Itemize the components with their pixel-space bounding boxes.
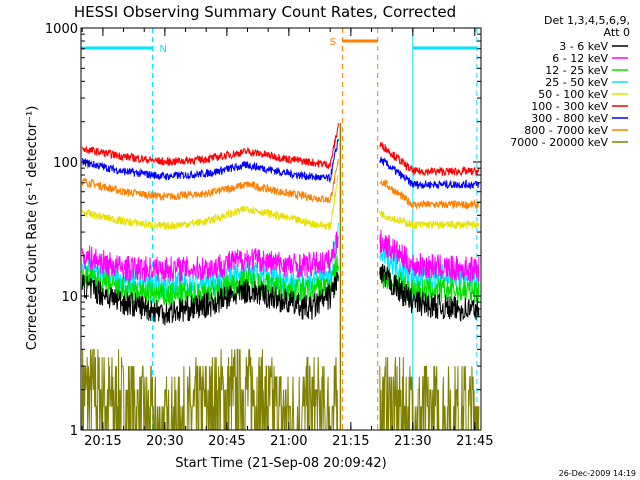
series-line xyxy=(379,229,480,282)
series-line xyxy=(81,123,339,169)
legend-entry-label: 50 - 100 keV xyxy=(538,88,608,101)
series-line xyxy=(81,174,339,231)
y-tick-label: 1000 xyxy=(45,22,78,37)
series-line xyxy=(379,156,480,190)
y-tick-label: 100 xyxy=(53,156,78,171)
x-tick-label: 20:30 xyxy=(146,434,183,449)
series-line xyxy=(81,223,339,299)
legend-header: Att 0 xyxy=(604,26,630,39)
x-axis-label: Start Time (21-Sep-08 20:09:42) xyxy=(175,456,386,471)
y-axis-label: Corrected Count Rate (s⁻¹ detector⁻¹) xyxy=(25,106,40,351)
series-line xyxy=(81,159,339,205)
x-tick-label: 20:45 xyxy=(208,434,245,449)
legend-header: Det 1,3,4,5,6,9, xyxy=(544,14,630,27)
y-tick-label: 1 xyxy=(70,424,78,439)
series-line xyxy=(81,348,339,430)
series-line xyxy=(379,210,480,230)
series-line xyxy=(81,138,339,183)
x-tick-label: 21:15 xyxy=(332,434,369,449)
legend-entry-label: 3 - 6 keV xyxy=(559,40,608,53)
legend-entry-label: 300 - 800 keV xyxy=(531,112,608,125)
series-line xyxy=(379,357,480,430)
series-line xyxy=(81,231,339,283)
series-line xyxy=(379,142,480,177)
legend-entry-label: 7000 - 20000 keV xyxy=(510,136,608,149)
x-tick-label: 20:15 xyxy=(84,434,121,449)
x-tick-label: 21:00 xyxy=(270,434,307,449)
series-line xyxy=(379,263,480,322)
legend-entry-label: 12 - 25 keV xyxy=(545,64,608,77)
y-tick-label: 10 xyxy=(61,290,78,305)
series-line xyxy=(81,271,339,326)
plot-frame xyxy=(80,27,482,431)
x-tick-label: 21:45 xyxy=(456,434,493,449)
timestamp: 26-Dec-2009 14:19 xyxy=(559,469,636,478)
chart-title: HESSI Observing Summary Count Rates, Cor… xyxy=(74,3,456,21)
legend-entry-label: 25 - 50 keV xyxy=(545,76,608,89)
legend-entry-label: 800 - 7000 keV xyxy=(524,124,608,137)
legend-entry-label: 100 - 300 keV xyxy=(531,100,608,113)
plot-inner: NS xyxy=(81,28,480,430)
plot-area: NS xyxy=(81,28,480,430)
flag-label-S: S xyxy=(330,37,336,48)
series-line xyxy=(81,255,339,307)
x-tick-label: 21:30 xyxy=(394,434,431,449)
series-line xyxy=(379,178,480,210)
legend-entry-label: 6 - 12 keV xyxy=(552,52,608,65)
axes: 1 10 100 1000 20:15 20:30 20:45 21:00 21:15 21:30… xyxy=(45,22,494,449)
flag-label-N: N xyxy=(159,44,166,55)
